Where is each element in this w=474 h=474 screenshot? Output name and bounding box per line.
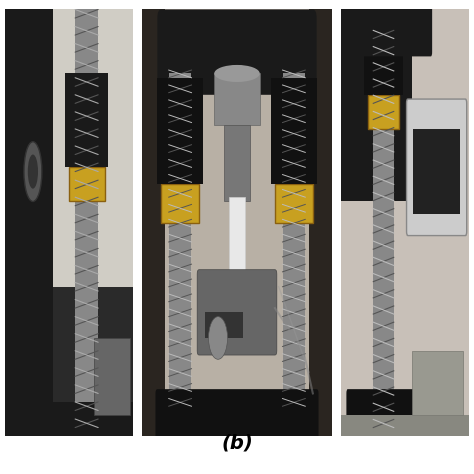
Polygon shape bbox=[165, 9, 309, 436]
Ellipse shape bbox=[214, 65, 260, 82]
FancyBboxPatch shape bbox=[157, 9, 317, 95]
Bar bbox=[365, 18, 403, 95]
Bar bbox=[65, 73, 109, 167]
Bar bbox=[275, 184, 313, 223]
Polygon shape bbox=[49, 9, 133, 287]
Bar bbox=[413, 129, 460, 214]
Polygon shape bbox=[341, 9, 411, 201]
Text: (b): (b) bbox=[221, 434, 253, 453]
Bar bbox=[94, 338, 130, 415]
Bar bbox=[75, 9, 98, 436]
Polygon shape bbox=[5, 9, 54, 436]
Bar bbox=[5, 402, 133, 436]
Bar bbox=[271, 78, 317, 184]
Bar bbox=[373, 31, 394, 436]
Polygon shape bbox=[5, 9, 133, 436]
Bar bbox=[368, 95, 399, 129]
Bar bbox=[205, 312, 243, 338]
Bar bbox=[229, 197, 245, 274]
Bar bbox=[157, 78, 203, 184]
Polygon shape bbox=[142, 9, 332, 436]
Circle shape bbox=[24, 142, 42, 201]
Circle shape bbox=[28, 155, 38, 189]
FancyBboxPatch shape bbox=[340, 5, 432, 56]
Polygon shape bbox=[341, 9, 469, 436]
FancyBboxPatch shape bbox=[346, 389, 432, 440]
Bar bbox=[411, 351, 463, 415]
Bar bbox=[214, 73, 260, 125]
Bar bbox=[169, 73, 191, 415]
Bar bbox=[69, 167, 105, 201]
Bar bbox=[224, 125, 250, 201]
FancyBboxPatch shape bbox=[197, 270, 277, 355]
Bar bbox=[161, 184, 199, 223]
Bar bbox=[283, 73, 305, 415]
Circle shape bbox=[209, 317, 228, 359]
FancyBboxPatch shape bbox=[407, 99, 467, 236]
FancyBboxPatch shape bbox=[155, 389, 319, 440]
Bar bbox=[341, 415, 469, 436]
